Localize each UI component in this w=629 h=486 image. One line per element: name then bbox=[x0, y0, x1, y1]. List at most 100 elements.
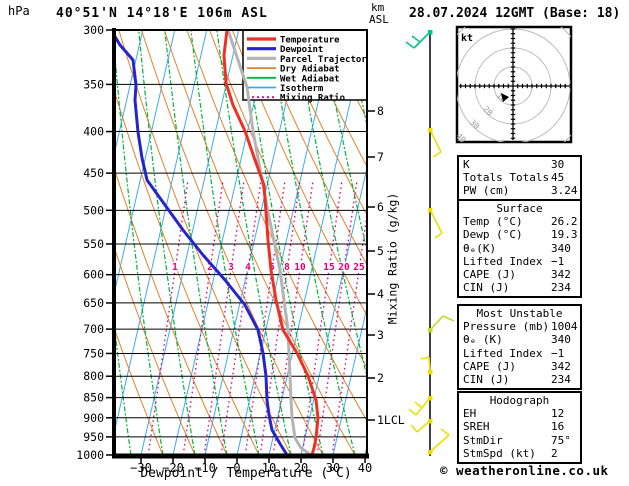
row-label: PW (cm) bbox=[463, 184, 510, 198]
row-value: 2 bbox=[551, 446, 558, 460]
temp-tick-label: −20 bbox=[162, 461, 184, 475]
data-table-hodograph: Hodograph EH 12 SREH 16 StmDir 75° StmSpd (kt) 2 bbox=[457, 391, 582, 465]
row-value: 26.2 bbox=[551, 215, 578, 229]
table-row: Totals Totals 45 bbox=[459, 171, 580, 184]
row-label: Lifted Index bbox=[463, 254, 543, 268]
row-label: SREH bbox=[463, 420, 490, 434]
wind-barb bbox=[405, 30, 433, 49]
run-datetime-title: 28.07.2024 12GMT (Base: 18) bbox=[409, 6, 621, 21]
row-label: CIN (J) bbox=[463, 281, 510, 295]
row-label: CIN (J) bbox=[463, 373, 510, 387]
row-value: 234 bbox=[551, 373, 571, 387]
temp-tick-label: 30 bbox=[326, 461, 340, 475]
temp-tick-label: 0 bbox=[233, 461, 240, 475]
data-table-indices: K 30 Totals Totals 45 PW (cm) 3.24 bbox=[457, 155, 582, 202]
table-row: StmSpd (kt) 2 bbox=[459, 447, 580, 460]
row-value: 234 bbox=[551, 281, 571, 295]
row-label: Dewp (°C) bbox=[463, 228, 523, 242]
pressure-tick-label: 450 bbox=[83, 166, 104, 180]
station-title: 40°51'N 14°18'E 106m ASL bbox=[56, 6, 268, 21]
row-label: EH bbox=[463, 407, 477, 421]
km-tick-label: 3 bbox=[377, 328, 384, 342]
pressure-tick-label: 550 bbox=[83, 237, 104, 251]
row-label: StmSpd (kt) bbox=[463, 446, 536, 460]
row-value: 19.3 bbox=[551, 228, 578, 242]
wind-barb bbox=[420, 356, 433, 375]
temp-tick-label: 40 bbox=[358, 461, 372, 475]
temp-tick-label: −10 bbox=[194, 461, 216, 475]
km-tick-label: 8 bbox=[377, 104, 384, 118]
pressure-axis: 300 350 400 450 500 550 600 650 700 750 800 850 900 9… bbox=[76, 23, 112, 462]
table-row: CAPE (J) 342 bbox=[459, 268, 580, 281]
table-row: Lifted Index −1 bbox=[459, 347, 580, 360]
data-table-surface: Surface Temp (°C) 26.2 Dewp (°C) 19.3 θₑ(K) 34… bbox=[457, 199, 582, 299]
legend-label: Mixing Ratio bbox=[280, 93, 345, 104]
pressure-tick-label: 700 bbox=[83, 322, 104, 336]
pressure-unit-label: hPa bbox=[8, 4, 30, 18]
table-row: Temp (°C) 26.2 bbox=[459, 215, 580, 228]
legend-label: Wet Adiabat bbox=[280, 73, 340, 84]
mixing-ratio-axis-label: Mixing Ratio (g/kg) bbox=[385, 192, 400, 325]
table-row: EH 12 bbox=[459, 407, 580, 420]
wind-barb-staff bbox=[405, 30, 455, 456]
mixing-ratio-label: 20 bbox=[338, 262, 350, 273]
pressure-tick-label: 750 bbox=[83, 346, 104, 360]
mixing-ratio-label: 25 bbox=[353, 262, 365, 273]
table-title: Surface bbox=[496, 202, 543, 215]
plot-area: 1 2 3 4 5 8 10 15 20 25TemperatureDewpointParcel … bbox=[115, 30, 367, 455]
parcel-trajectory-curve bbox=[226, 30, 313, 455]
temp-tick-label: 20 bbox=[294, 461, 308, 475]
row-label: θₑ(K) bbox=[463, 241, 497, 255]
pressure-tick-label: 600 bbox=[83, 268, 104, 282]
row-value: 75° bbox=[551, 433, 571, 447]
pressure-tick-label: 1000 bbox=[76, 448, 104, 462]
row-label: CAPE (J) bbox=[463, 268, 516, 282]
pressure-tick-label: 850 bbox=[83, 391, 104, 405]
mixing-ratio-lines bbox=[147, 179, 367, 455]
table-row: θₑ (K) 340 bbox=[459, 333, 580, 346]
table-row: StmDir 75° bbox=[459, 434, 580, 447]
row-value: 16 bbox=[551, 420, 565, 434]
km-tick-label: 4 bbox=[377, 287, 384, 301]
hodograph-trace-arrowhead bbox=[501, 93, 509, 102]
pressure-tick-label: 350 bbox=[83, 77, 104, 91]
row-label: Totals Totals bbox=[463, 171, 550, 185]
table-row: CIN (J) 234 bbox=[459, 373, 580, 386]
wind-barb bbox=[410, 419, 433, 433]
row-label: StmDir bbox=[463, 433, 503, 447]
row-label: Temp (°C) bbox=[463, 215, 523, 229]
temperature-curve bbox=[222, 30, 320, 455]
table-row: SREH 16 bbox=[459, 420, 580, 433]
pressure-tick-label: 950 bbox=[83, 430, 104, 444]
mixing-ratio-label: 15 bbox=[323, 262, 335, 273]
row-value: 340 bbox=[551, 333, 571, 347]
row-label: θₑ (K) bbox=[463, 333, 503, 347]
wind-barb bbox=[408, 396, 433, 416]
row-label: K bbox=[463, 158, 470, 171]
table-row: K 30 bbox=[459, 158, 580, 171]
row-value: 45 bbox=[551, 171, 565, 185]
table-row: CIN (J) 234 bbox=[459, 281, 580, 294]
table-row: Dewp (°C) 19.3 bbox=[459, 228, 580, 241]
hodograph-unit-label: kt bbox=[461, 33, 473, 44]
row-value: 340 bbox=[551, 241, 571, 255]
km-tick-label: 1LCL bbox=[377, 413, 405, 427]
altitude-unit-asl: ASL bbox=[369, 13, 389, 26]
pressure-tick-label: 900 bbox=[83, 411, 104, 425]
table-row: θₑ(K) 340 bbox=[459, 242, 580, 255]
wind-barb bbox=[428, 315, 455, 333]
mixing-ratio-label: 4 bbox=[245, 262, 251, 273]
row-label: Lifted Index bbox=[463, 346, 543, 360]
mixing-ratio-labels: 1 2 3 4 5 8 10 15 20 25 bbox=[171, 261, 366, 275]
km-tick-label: 7 bbox=[377, 150, 384, 164]
hodograph-ring-label: 40 bbox=[454, 131, 467, 144]
mixing-ratio-label: 2 bbox=[207, 262, 213, 273]
altitude-unit-km: km bbox=[371, 1, 385, 14]
table-row: CAPE (J) 342 bbox=[459, 360, 580, 373]
table-title: Most Unstable bbox=[476, 307, 563, 320]
table-row: PW (cm) 3.24 bbox=[459, 184, 580, 197]
km-axis: 8 7 6 5 4 3 2 1LCL bbox=[368, 104, 405, 427]
